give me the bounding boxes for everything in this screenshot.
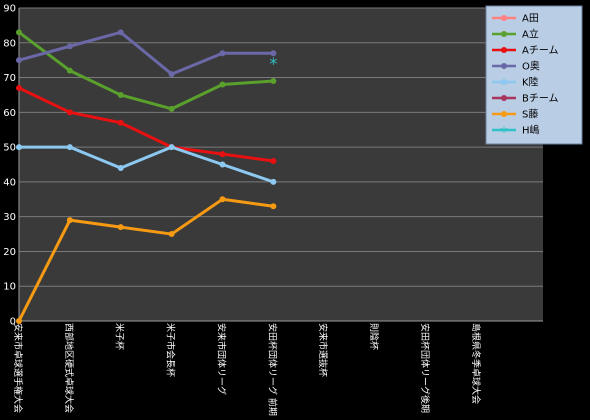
data-point <box>16 57 22 64</box>
data-point <box>270 78 277 85</box>
data-point <box>219 50 226 57</box>
legend-label: A立 <box>522 28 539 41</box>
gridlines <box>19 7 543 322</box>
data-point <box>270 203 277 210</box>
data-point <box>117 29 124 36</box>
legend-item: Aチーム <box>492 45 559 57</box>
x-axis: 安来市卓球選手権大会 西部地区硬式卓球大会 米子杯 米子市会長杯 安来市団体リーグ 安田杯… <box>12 320 543 416</box>
x-tick-label: 米子杯 <box>114 323 126 350</box>
legend-label: Bチーム <box>522 93 559 105</box>
legend-swatch-marker <box>501 15 507 21</box>
x-tick-label: 安来市選抜杯 <box>317 323 329 377</box>
data-point <box>16 144 22 151</box>
y-tick-label: 40 <box>3 177 16 188</box>
legend-item: Bチーム <box>492 93 559 105</box>
legend-item: O奥 <box>492 60 540 73</box>
data-point <box>270 158 277 165</box>
data-point <box>16 318 22 324</box>
legend-label: A田 <box>522 14 539 25</box>
y-tick-label: 60 <box>3 108 16 119</box>
legend-box <box>485 5 583 145</box>
x-tick-label: 安来市団体リーグ <box>215 323 227 395</box>
legend-item: S藤 <box>492 109 538 121</box>
series-layer: * <box>16 29 277 324</box>
data-point <box>66 67 73 74</box>
legend-swatch-marker <box>501 111 507 117</box>
x-tick-label: 米子市会長杯 <box>165 323 177 377</box>
x-tick-label: 安田杯団体リーグ 前期 <box>266 323 278 416</box>
data-point <box>16 29 22 36</box>
x-tick-label: 安田杯団体リーグ後期 <box>419 323 431 413</box>
data-point <box>219 81 226 88</box>
legend-label: O奥 <box>522 60 540 73</box>
series-H嶋: * <box>269 54 277 73</box>
series-K陸 <box>16 144 277 185</box>
x-tick-label: 則陰杯 <box>368 323 380 350</box>
data-point <box>117 164 124 171</box>
legend-swatch-marker <box>501 31 507 37</box>
y-tick-label: 0 <box>10 317 16 328</box>
y-tick-label: 90 <box>3 4 16 15</box>
legend-item: K陸 <box>492 76 539 89</box>
series-S藤 <box>16 196 277 324</box>
data-point <box>66 109 73 116</box>
data-point <box>219 161 226 168</box>
y-tick-label: 30 <box>3 212 16 223</box>
legend-label: H嶋 <box>522 124 540 137</box>
legend-item: A立 <box>492 28 539 41</box>
data-point <box>117 224 124 231</box>
plot-area <box>19 8 543 321</box>
legend-label: Aチーム <box>522 45 559 57</box>
legend-item: A田 <box>492 14 539 25</box>
series-line <box>18 86 274 163</box>
data-point: * <box>269 54 277 73</box>
data-point <box>168 144 175 151</box>
data-point <box>219 196 226 203</box>
y-tick-label: 80 <box>3 38 16 49</box>
x-tick-label: 西部地区硬式卓球大会 <box>63 323 75 413</box>
series-A立 <box>16 29 277 112</box>
y-tick-label: 70 <box>3 73 16 84</box>
data-point <box>66 217 73 224</box>
legend-label: S藤 <box>522 109 538 121</box>
data-point <box>16 84 22 91</box>
data-point <box>270 50 277 57</box>
legend-swatch-marker <box>501 47 507 53</box>
legend-swatch-marker <box>501 63 507 69</box>
data-point <box>117 91 124 98</box>
y-tick-label: 20 <box>3 247 16 258</box>
legend-swatch-marker: * <box>501 125 508 141</box>
data-point <box>270 178 277 185</box>
series-line <box>19 145 274 184</box>
x-tick-label: 安来市卓球選手権大会 <box>12 323 24 413</box>
data-point <box>168 105 175 112</box>
data-point <box>117 119 124 126</box>
series-line <box>17 197 274 322</box>
legend-label: K陸 <box>522 76 539 89</box>
data-point <box>168 231 175 238</box>
series-line <box>18 31 274 111</box>
data-point <box>168 71 175 78</box>
data-point <box>66 43 73 50</box>
data-point <box>219 151 226 158</box>
series-O奥 <box>16 29 277 78</box>
legend: A田 A立 Aチーム O奥 K陸 Bチーム S藤 * H嶋 <box>485 5 583 145</box>
series-line <box>18 30 274 76</box>
y-tick-label: 10 <box>3 282 16 293</box>
y-tick-label: 50 <box>3 143 16 154</box>
legend-swatch-marker <box>501 79 507 85</box>
legend-swatch-marker <box>501 95 507 101</box>
x-tick-label: 島根県冬季卓球大会 <box>470 323 482 404</box>
legend-item: * H嶋 <box>492 124 540 141</box>
data-point <box>66 144 73 151</box>
